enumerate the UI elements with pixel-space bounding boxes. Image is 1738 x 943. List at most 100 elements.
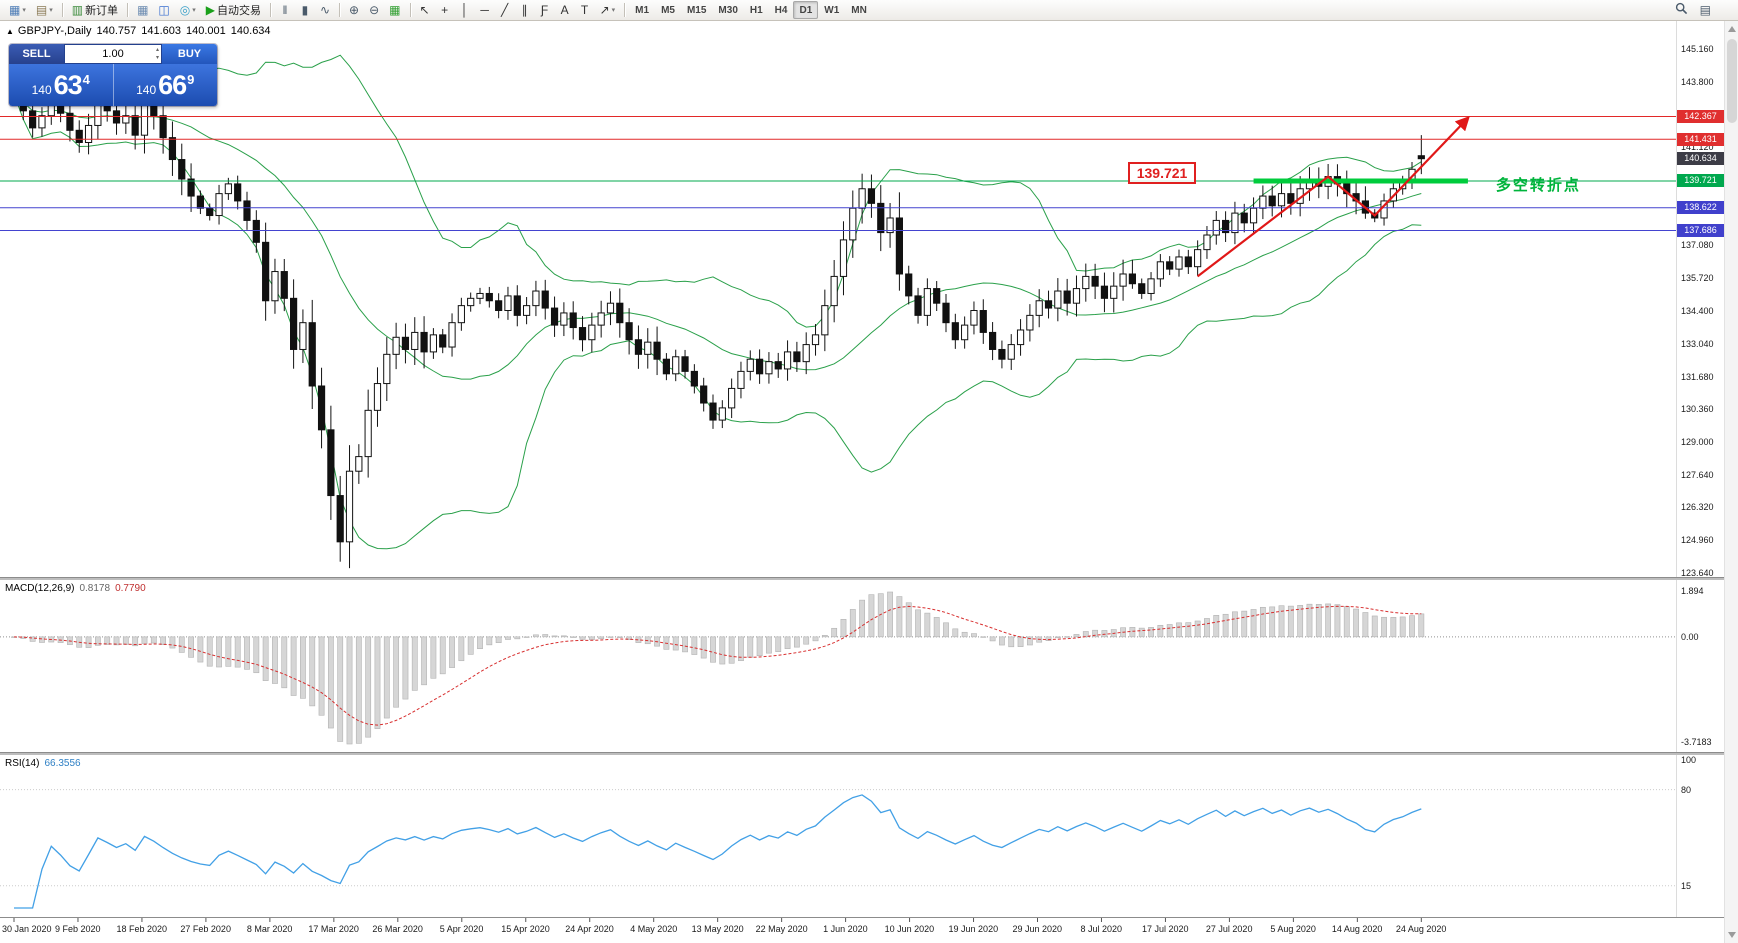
cursor-button[interactable]: ↖ xyxy=(415,1,435,19)
macd-histogram-bar xyxy=(160,636,167,646)
turning-point-note[interactable]: 多空转折点 xyxy=(1495,177,1581,195)
crosshair-button[interactable]: + xyxy=(435,1,455,19)
timeframe-h4-button[interactable]: H4 xyxy=(769,1,794,19)
vertical-line-button[interactable]: │ xyxy=(455,1,475,19)
macd-histogram-bar xyxy=(206,636,213,667)
shapes-icon: ↗ xyxy=(599,3,610,17)
macd-histogram-bar xyxy=(1362,612,1369,638)
timeframe-m5-button[interactable]: M5 xyxy=(655,1,681,19)
macd-histogram-bar xyxy=(178,636,185,653)
macd-histogram-bar xyxy=(1222,613,1229,638)
horizontal-line-icon: ─ xyxy=(480,3,489,17)
timeframe-w1-button[interactable]: W1 xyxy=(818,1,845,19)
timeframe-m15-button[interactable]: M15 xyxy=(681,1,712,19)
candle-body xyxy=(1082,275,1090,290)
auto-trading-button[interactable]: ▶ 自动交易 xyxy=(201,1,266,19)
price-tick-label: 131.680 xyxy=(1681,371,1714,382)
buy-button[interactable]: BUY xyxy=(162,44,217,64)
charts-grid-button[interactable]: ▦ xyxy=(132,1,153,19)
scroll-down-icon[interactable] xyxy=(1728,932,1736,938)
toolbar-separator xyxy=(409,3,411,17)
macd-histogram-bar xyxy=(272,636,278,684)
macd-histogram-bar xyxy=(1204,618,1210,638)
candle-body xyxy=(849,207,857,241)
candle-body xyxy=(504,295,512,312)
timeframe-mn-button[interactable]: MN xyxy=(845,1,873,19)
line-chart-button[interactable]: ∿ xyxy=(315,1,335,19)
macd-histogram-bar xyxy=(551,635,558,638)
shapes-button[interactable]: ↗ ▾ xyxy=(595,1,621,19)
macd-histogram-bar xyxy=(682,636,688,653)
auto-trading-button-label: 自动交易 xyxy=(216,5,261,17)
macd-panel-separator[interactable] xyxy=(0,577,1738,580)
candle-body xyxy=(280,271,288,299)
timeframe-m30-button[interactable]: M30 xyxy=(712,1,743,19)
timeframe-m1-button[interactable]: M1 xyxy=(629,1,655,19)
candle-body xyxy=(1054,290,1062,309)
candle-body xyxy=(485,292,493,302)
macd-histogram-bar xyxy=(1064,636,1071,638)
new-order-button[interactable]: ▥ 新订单 xyxy=(67,1,123,19)
trendline-button[interactable]: ╱ xyxy=(495,1,515,19)
price-annotation-box[interactable]: 139.721 xyxy=(1127,161,1197,184)
collapse-panel-icon[interactable]: ▲ xyxy=(6,27,14,36)
volume-spinner[interactable]: ▴ ▾ xyxy=(156,46,159,62)
volume-field[interactable]: 1.00 ▴ ▾ xyxy=(64,44,162,64)
horizontal-line-button[interactable]: ─ xyxy=(475,1,495,19)
zoom-out-button[interactable]: ⊖ xyxy=(364,1,384,19)
profiles-button[interactable]: ▤ ▾ xyxy=(31,1,58,19)
candlestick-chart-button[interactable]: ▮ xyxy=(295,1,315,19)
crosshair-icon: + xyxy=(441,3,449,17)
candle-body xyxy=(690,370,698,387)
trend-arrow[interactable] xyxy=(1196,116,1470,278)
spinner-up-icon[interactable]: ▴ xyxy=(155,47,159,53)
candle-body xyxy=(140,100,149,136)
text-label-button[interactable]: T xyxy=(575,1,595,19)
macd-histogram-bar xyxy=(1241,610,1248,638)
cursor-icon: ↖ xyxy=(419,3,430,17)
macd-histogram-bar xyxy=(943,622,949,638)
new-chart-button[interactable]: ▦ ▾ xyxy=(4,1,31,19)
candle-body xyxy=(989,331,997,350)
search-button[interactable] xyxy=(1670,1,1693,19)
macd-histogram-bar xyxy=(374,636,381,729)
macd-signal-value: 0.7790 xyxy=(115,583,146,594)
macd-histogram-bar xyxy=(691,636,698,655)
macd-histogram-bar xyxy=(1381,616,1387,638)
macd-histogram-bar xyxy=(262,636,269,681)
sell-price[interactable]: 140 63 4 xyxy=(9,64,113,106)
candle-body xyxy=(467,297,475,307)
candle-body xyxy=(1100,285,1109,299)
zoom-in-button[interactable]: ⊕ xyxy=(344,1,364,19)
macd-histogram-bar xyxy=(1334,604,1341,638)
price-tick-label: 145.160 xyxy=(1681,43,1714,54)
spinner-down-icon[interactable]: ▾ xyxy=(155,55,159,61)
sell-price-sup: 4 xyxy=(82,71,90,87)
bar-chart-button[interactable]: ‖ xyxy=(275,1,295,19)
channel-button[interactable]: ∥ xyxy=(515,1,535,19)
scroll-up-icon[interactable] xyxy=(1728,26,1736,32)
candle-body xyxy=(550,307,559,326)
scrollbar-thumb[interactable] xyxy=(1727,39,1737,123)
timeframe-h1-button[interactable]: H1 xyxy=(744,1,769,19)
rsi-panel-separator[interactable] xyxy=(0,752,1738,755)
macd-histogram-bar xyxy=(281,636,288,689)
sell-button[interactable]: SELL xyxy=(9,44,64,64)
text-button[interactable]: A xyxy=(555,1,575,19)
vertical-scrollbar[interactable] xyxy=(1724,21,1738,943)
tile-windows-button[interactable]: ▦ xyxy=(384,1,405,19)
fibonacci-button[interactable]: Ƒ xyxy=(535,1,555,19)
expert-advisors-button[interactable]: ◎ ▾ xyxy=(175,1,201,19)
date-label: 13 May 2020 xyxy=(691,924,744,934)
buy-price[interactable]: 140 66 9 xyxy=(114,64,218,106)
date-label: 22 May 2020 xyxy=(755,924,808,934)
candles-layer xyxy=(10,74,1425,569)
candle-body xyxy=(961,324,969,341)
timeframe-d1-button[interactable]: D1 xyxy=(793,1,819,19)
macd-histogram-bar xyxy=(1390,617,1397,638)
candle-body xyxy=(578,327,587,341)
candle-body xyxy=(1287,193,1295,204)
macd-histogram-bar xyxy=(588,636,595,641)
tick-chart-button[interactable]: ◫ xyxy=(153,1,174,19)
window-layout-button[interactable]: ▤ xyxy=(1695,1,1716,19)
